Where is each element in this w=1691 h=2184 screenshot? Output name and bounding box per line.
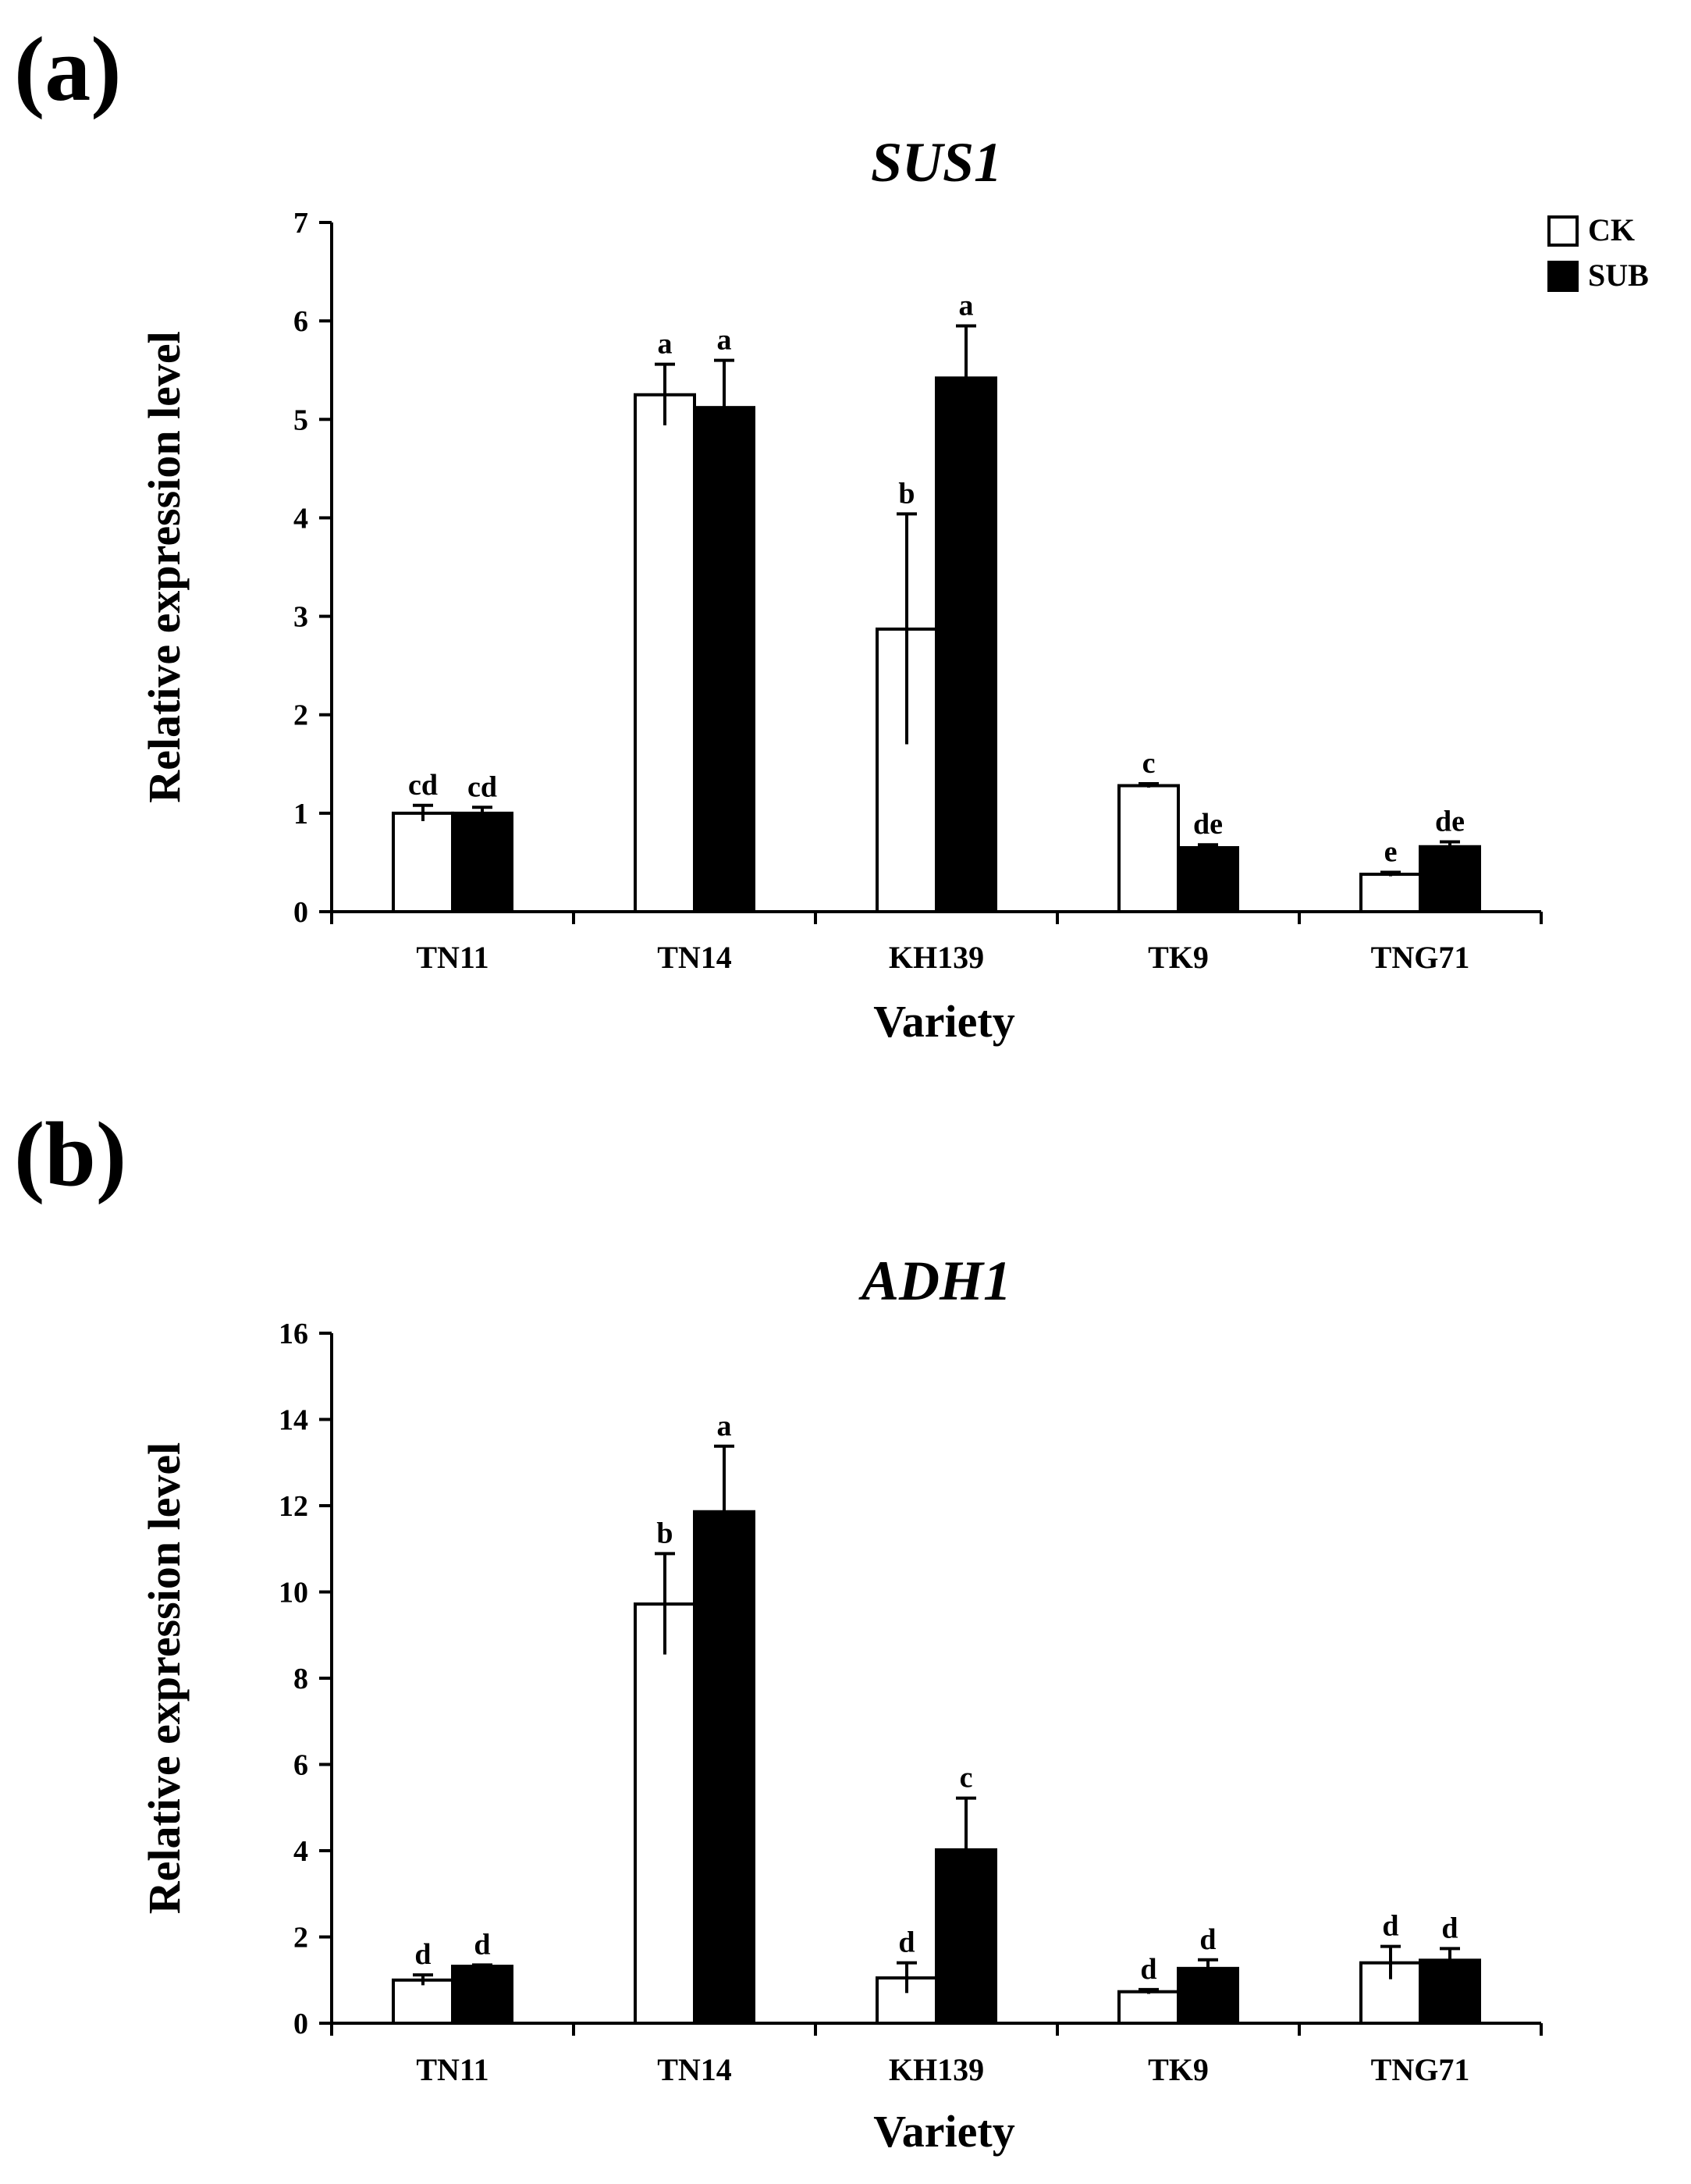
adh1-bar-sub-tk9 — [1177, 1966, 1239, 2026]
adh1-significance-label: a — [717, 1410, 732, 1442]
adh1-bar-sub-tn11 — [451, 1965, 513, 2026]
adh1-y-tick-label: 14 — [279, 1404, 308, 1437]
adh1-chart-title: ADH1 — [858, 1250, 1011, 1312]
sus1-category-label: TNG71 — [1371, 940, 1470, 975]
sus1-significance-label: cd — [408, 769, 438, 802]
adh1-y-tick-label: 10 — [279, 1577, 308, 1610]
sus1-bar-sub-kh139 — [935, 376, 997, 913]
sus1-y-axis-title: Relative expression level — [139, 331, 190, 803]
adh1-y-tick-label: 8 — [293, 1663, 308, 1695]
adh1-y-tick-label: 16 — [279, 1318, 308, 1350]
adh1-significance-label: c — [960, 1762, 973, 1795]
sus1-significance-label: b — [898, 477, 915, 510]
adh1-y-tick-label: 2 — [293, 1922, 308, 1955]
sus1-bar-sub-tk9 — [1177, 846, 1239, 914]
adh1-bar-sub-tn14 — [693, 1510, 755, 2025]
adh1-y-tick-label: 12 — [279, 1490, 308, 1523]
adh1-significance-label: d — [1382, 1910, 1398, 1943]
sus1-y-tick-label: 0 — [293, 896, 308, 929]
adh1-category-label: KH139 — [889, 2052, 984, 2087]
panel-b-label: (b) — [14, 1103, 127, 1205]
panel-a-label: (a) — [14, 18, 122, 120]
sus1-category-label: KH139 — [889, 940, 984, 975]
sus1-y-tick-label: 5 — [293, 404, 308, 436]
adh1-y-tick-label: 6 — [293, 1749, 308, 1782]
adh1-category-label: TK9 — [1148, 2052, 1209, 2087]
sus1-category-label: TN14 — [657, 940, 732, 975]
sus1-significance-label: e — [1384, 836, 1398, 869]
sus1-bar-sub-tn11 — [451, 811, 513, 914]
legend-ck-label: CK — [1588, 212, 1635, 247]
legend-sub-swatch — [1547, 261, 1579, 292]
sus1-y-tick-label: 2 — [293, 699, 308, 732]
adh1-bar-ck-tn14 — [634, 1602, 696, 2025]
adh1-significance-label: d — [1441, 1912, 1458, 1944]
sus1-y-tick-label: 6 — [293, 305, 308, 338]
sus1-y-tick-label: 1 — [293, 798, 308, 831]
adh1-significance-label: d — [414, 1938, 431, 1971]
sus1-category-label: TN11 — [416, 940, 488, 975]
adh1-bar-ck-tk9 — [1117, 1990, 1180, 2025]
adh1-bar-ck-tn11 — [392, 1978, 454, 2025]
sus1-category-label: TK9 — [1148, 940, 1209, 975]
adh1-category-label: TN14 — [657, 2052, 732, 2087]
sus1-significance-label: a — [717, 324, 732, 357]
adh1-y-axis-title: Relative expression level — [139, 1442, 190, 1915]
sus1-y-tick-label: 4 — [293, 502, 308, 535]
adh1-significance-label: d — [1140, 1953, 1156, 1986]
sus1-y-tick-label: 3 — [293, 601, 308, 634]
sus1-y-tick-label: 7 — [293, 207, 308, 240]
adh1-category-label: TNG71 — [1371, 2052, 1470, 2087]
adh1-significance-label: b — [656, 1517, 673, 1549]
sus1-significance-label: de — [1193, 808, 1223, 841]
sus1-chart: SUS1 0 1 2 3 4 5 6 7 Relative expression level Var… — [139, 131, 1649, 1047]
sus1-bar-ck-tn11 — [392, 811, 454, 914]
sus1-bar-ck-tng71 — [1359, 873, 1422, 913]
sus1-significance-label: a — [959, 289, 974, 322]
sus1-chart-title: SUS1 — [871, 131, 1002, 194]
sus1-bar-sub-tn14 — [693, 406, 755, 913]
adh1-y-tick-label: 0 — [293, 2008, 308, 2040]
sus1-significance-label: cd — [467, 770, 497, 803]
adh1-y-tick-label: 4 — [293, 1835, 308, 1868]
adh1-x-axis-title: Variety — [873, 2106, 1014, 2157]
adh1-significance-label: d — [1199, 1923, 1216, 1956]
legend-sub-label: SUB — [1588, 258, 1649, 293]
legend-ck-swatch — [1547, 215, 1579, 247]
sus1-x-axis-title: Variety — [873, 996, 1014, 1047]
adh1-significance-label: d — [898, 1926, 915, 1959]
sus1-significance-label: a — [658, 328, 673, 361]
sus1-significance-label: de — [1435, 805, 1465, 838]
adh1-category-label: TN11 — [416, 2052, 488, 2087]
sus1-significance-label: c — [1142, 747, 1156, 780]
adh1-significance-label: d — [474, 1928, 490, 1961]
